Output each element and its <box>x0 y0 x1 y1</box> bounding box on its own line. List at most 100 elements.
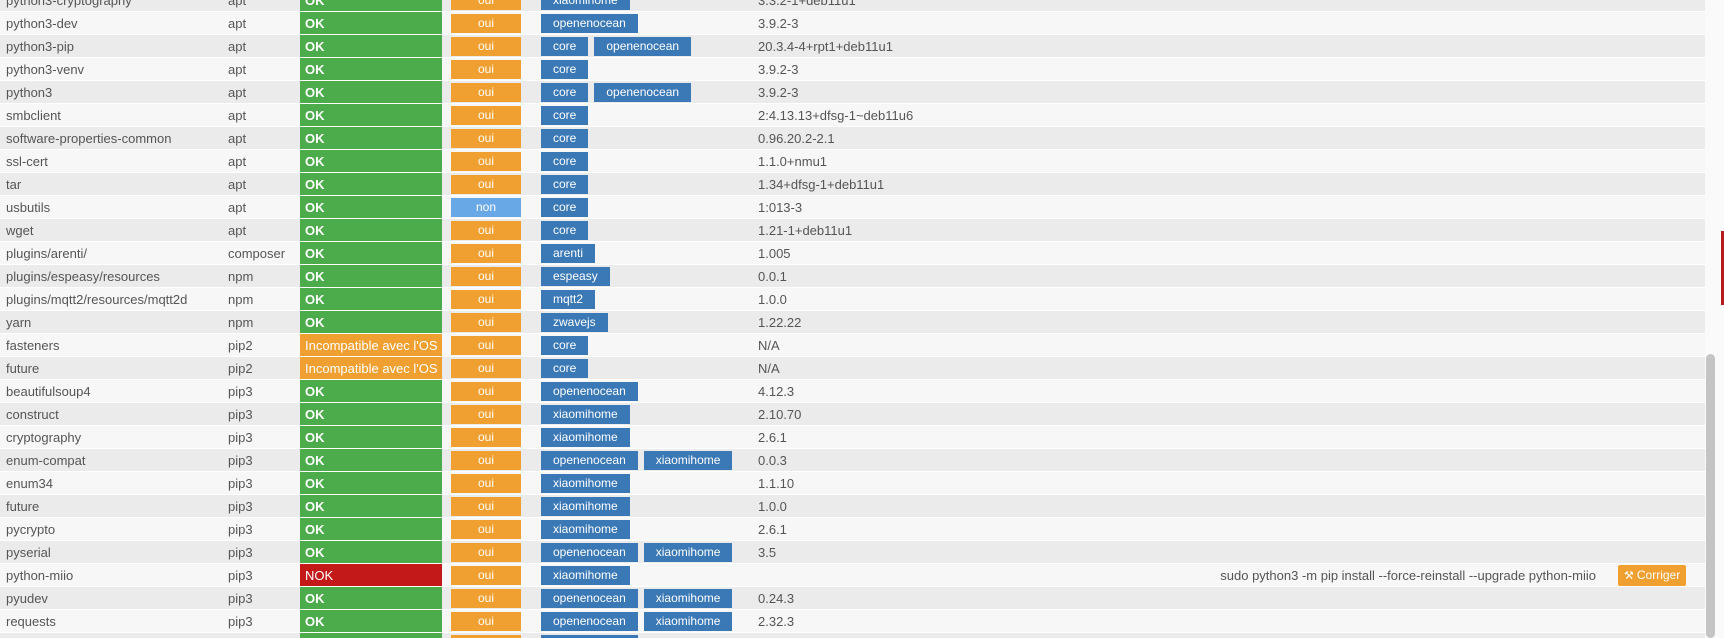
status-cell: OK <box>300 149 442 173</box>
auto-install-cell: oui <box>446 218 541 242</box>
scrollbar-thumb[interactable] <box>1706 354 1715 638</box>
auto-install-badge: oui <box>451 565 521 585</box>
action-cell <box>1618 540 1705 564</box>
auto-install-badge: oui <box>451 381 521 401</box>
package-name: wget <box>0 218 226 242</box>
version-cell: 3.9.2-3 <box>758 80 1148 104</box>
table-row: software-properties-common apt OK oui core 0.… <box>0 126 1705 150</box>
fix-button[interactable]: ⚒ Corriger <box>1618 564 1687 586</box>
package-name: plugins/mqtt2/resources/mqtt2d <box>0 287 226 311</box>
auto-install-badge: oui <box>451 243 521 263</box>
plugin-badge: core <box>541 151 589 171</box>
column-gap <box>442 425 446 449</box>
package-name: plugins/arenti/ <box>0 241 226 265</box>
package-type: apt <box>226 126 300 150</box>
status-cell: OK <box>300 241 442 265</box>
column-gap <box>442 57 446 81</box>
package-type: npm <box>226 287 300 311</box>
action-cell <box>1618 34 1705 58</box>
auto-install-cell: oui <box>446 379 541 403</box>
package-name: yarn <box>0 310 226 334</box>
auto-install-badge: oui <box>451 312 521 332</box>
remark-cell <box>1148 356 1618 380</box>
package-name: usbutils <box>0 195 226 219</box>
plugin-badge: openenocean <box>541 611 638 631</box>
auto-install-cell: oui <box>446 333 541 357</box>
column-gap <box>442 310 446 334</box>
status-cell: OK <box>300 517 442 541</box>
plugins-cell: openenocean <box>541 11 758 35</box>
package-name: python3-cryptography <box>0 0 226 12</box>
version-cell: 3.3.2-1+deb11u1 <box>758 0 1148 12</box>
auto-install-badge: non <box>451 197 521 217</box>
auto-install-badge: oui <box>451 174 521 194</box>
remark-cell <box>1148 494 1618 518</box>
action-cell <box>1618 195 1705 219</box>
plugins-cell: openenocean xiaomihome <box>541 609 758 633</box>
status-cell: OK <box>300 195 442 219</box>
status-cell: OK <box>300 287 442 311</box>
package-name: smbclient <box>0 103 226 127</box>
package-name: python3-dev <box>0 11 226 35</box>
remark-cell <box>1148 632 1618 638</box>
plugins-cell: core openenocean <box>541 80 758 104</box>
table-row: wget apt OK oui core 1.21-1+deb11u1 <box>0 218 1705 242</box>
auto-install-badge: oui <box>451 358 521 378</box>
table-row: future pip2 Incompatible avec l'OS oui core N… <box>0 356 1705 380</box>
table-row: python3-dev apt OK oui openenocean 3.9.2-3 <box>0 11 1705 35</box>
column-gap <box>442 241 446 265</box>
plugin-badge: openenocean <box>541 542 638 562</box>
package-name: fasteners <box>0 333 226 357</box>
package-type: pip3 <box>226 494 300 518</box>
action-cell <box>1618 126 1705 150</box>
package-name: tar <box>0 172 226 196</box>
version-cell: 1.005 <box>758 241 1148 265</box>
plugin-badge: xiaomihome <box>643 588 733 608</box>
plugins-cell: openenocean <box>541 632 758 638</box>
package-type: pip3 <box>226 517 300 541</box>
remark-cell <box>1148 195 1618 219</box>
plugin-badge: core <box>541 197 589 217</box>
plugins-cell: core <box>541 218 758 242</box>
action-cell <box>1618 103 1705 127</box>
plugin-badge: core <box>541 358 589 378</box>
plugin-badge: core <box>541 36 589 56</box>
version-cell: 20.3.4-4+rpt1+deb11u1 <box>758 34 1148 58</box>
fix-button-label: Corriger <box>1636 567 1681 582</box>
package-type: pip3 <box>226 425 300 449</box>
package-name: software-properties-common <box>0 126 226 150</box>
version-cell: 1.0.0 <box>758 494 1148 518</box>
column-gap <box>442 333 446 357</box>
plugin-badge: xiaomihome <box>541 496 630 516</box>
plugin-badge: openenocean <box>541 381 638 401</box>
table-row: yarn npm OK oui zwavejs 1.22.22 <box>0 310 1705 334</box>
version-cell <box>758 563 1148 587</box>
column-gap <box>442 149 446 173</box>
version-cell: 2:4.13.13+dfsg-1~deb11u6 <box>758 103 1148 127</box>
plugin-badge: openenocean <box>541 13 638 33</box>
package-name: pyserial <box>0 540 226 564</box>
package-type: npm <box>226 310 300 334</box>
status-cell: OK <box>300 494 442 518</box>
table-row: enum-compat pip3 OK oui openenocean xiaomihom… <box>0 448 1705 472</box>
remark-cell <box>1148 425 1618 449</box>
action-cell <box>1618 632 1705 638</box>
auto-install-cell: oui <box>446 425 541 449</box>
auto-install-cell: oui <box>446 0 541 12</box>
remark-cell <box>1148 333 1618 357</box>
version-cell: N/A <box>758 333 1148 357</box>
version-cell: 3.9.2-3 <box>758 57 1148 81</box>
action-cell <box>1618 333 1705 357</box>
column-gap <box>442 80 446 104</box>
remark-cell <box>1148 57 1618 81</box>
auto-install-cell: oui <box>446 563 541 587</box>
package-type: pip3 <box>226 563 300 587</box>
action-cell <box>1618 287 1705 311</box>
remark-cell <box>1148 471 1618 495</box>
package-type: apt <box>226 0 300 12</box>
action-cell <box>1618 425 1705 449</box>
package-name: python3 <box>0 80 226 104</box>
auto-install-badge: oui <box>451 105 521 125</box>
plugins-cell: xiaomihome <box>541 517 758 541</box>
package-name: plugins/espeasy/resources <box>0 264 226 288</box>
